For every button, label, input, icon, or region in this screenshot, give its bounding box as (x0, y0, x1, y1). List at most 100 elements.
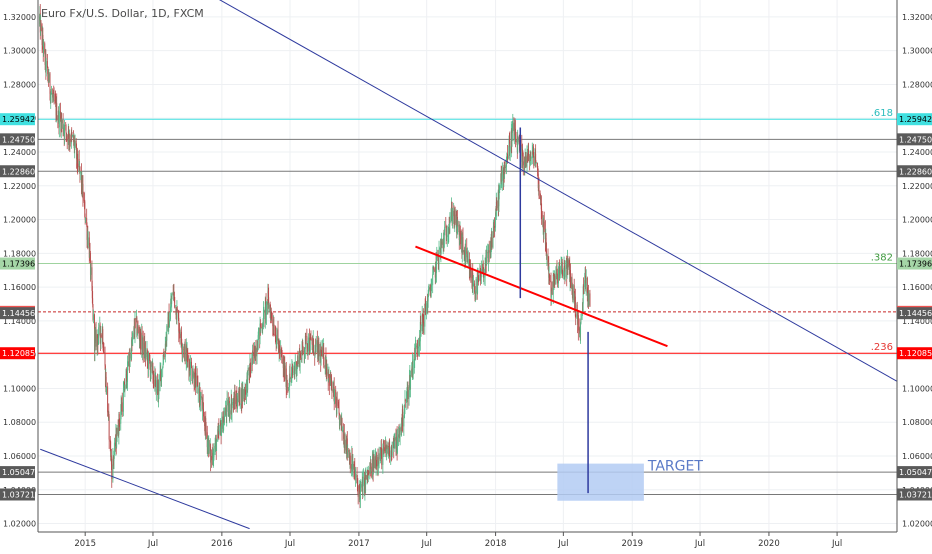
candle-body (458, 227, 460, 241)
candle-body (514, 128, 516, 142)
candle-body (139, 336, 140, 342)
candle-body (589, 293, 591, 307)
price-label: 1.03721 (0, 488, 35, 501)
price-axis[interactable]: 1.32000 1.32000 1.30000 1.30000 1.28000 1.280… (3, 13, 932, 529)
candle-body (309, 337, 310, 352)
candle-body (508, 155, 510, 159)
candle-body (376, 459, 377, 467)
candle-body (64, 125, 66, 137)
candle-body (161, 369, 163, 382)
candle-body (170, 306, 172, 320)
candle-body (286, 387, 288, 389)
candle-body (319, 350, 321, 357)
upper-trendline[interactable] (145, 0, 901, 384)
candle-body (588, 293, 590, 306)
price-label: 1.12085 (0, 347, 35, 360)
candle-body (92, 298, 94, 305)
candle-body (200, 397, 201, 402)
candle-body (302, 342, 304, 348)
candle-body (71, 134, 73, 137)
candle-body (137, 326, 139, 330)
candle-body (394, 437, 396, 441)
y-tick-label: 1.28000 (902, 80, 932, 89)
candle-body (582, 286, 584, 304)
candle-body (46, 61, 48, 67)
candle-body (52, 91, 54, 97)
y-tick-label: 1.18000 (902, 249, 932, 258)
candle-body (427, 292, 429, 302)
candle-body (399, 427, 401, 438)
grid (38, 0, 897, 532)
candle-body (546, 251, 547, 256)
candle-body (430, 287, 432, 297)
price-label-bg (0, 307, 35, 320)
x-tick-label: 2017 (348, 539, 370, 549)
candle-body (100, 334, 102, 338)
price-label: 1.24750 (0, 133, 35, 146)
candle-body (564, 267, 566, 278)
price-label-text: 1.03721 (899, 490, 932, 499)
candle-body (289, 373, 291, 379)
candle-body (176, 308, 178, 313)
candle-body (216, 441, 218, 451)
candle-body (170, 301, 172, 307)
candle-body (336, 398, 338, 406)
candle-body (438, 247, 440, 250)
red-support-line[interactable] (415, 245, 668, 348)
candle-body (215, 439, 216, 447)
candle-body (496, 205, 498, 209)
price-label-bg (0, 165, 35, 178)
candle-body (189, 361, 191, 376)
candle-body (92, 314, 94, 320)
candle-body (263, 309, 265, 312)
price-label-text: 1.25942 (899, 115, 932, 124)
y-tick-label: 1.14000 (902, 317, 932, 326)
candle-body (432, 266, 434, 274)
candle-body (69, 139, 71, 143)
candle-body (566, 261, 568, 278)
candles (39, 4, 591, 509)
candle-body (304, 352, 306, 355)
candle-body (231, 405, 233, 413)
candle-body (203, 408, 204, 417)
y-tick-label: 1.02000 (902, 520, 932, 529)
candle-body (102, 329, 104, 346)
candle-body (260, 326, 262, 328)
candle-body (239, 404, 241, 405)
candle-body (338, 406, 340, 414)
candle-body (86, 217, 88, 225)
candle-body (508, 139, 510, 156)
y-tick-label: 1.32000 (902, 13, 932, 22)
price-label-text: 1.14456 (899, 309, 932, 318)
candle-body (234, 393, 236, 400)
candle-body (368, 471, 370, 475)
candle-body (586, 277, 588, 293)
candle-body (268, 304, 270, 308)
candle-body (148, 354, 149, 369)
y-tick-label: 1.08000 (3, 418, 36, 427)
candle-body (494, 226, 495, 228)
candle-body (45, 61, 47, 72)
candle-body (221, 416, 223, 429)
price-label: 1.24750 (897, 133, 932, 146)
y-tick-label: 1.30000 (3, 47, 36, 56)
candle-body (201, 405, 203, 411)
horizontal-levels (38, 118, 897, 495)
time-axis[interactable]: 2015 Jul 2016 Jul 2017 Jul 2018 Jul 2019 Jul 2020 J… (74, 532, 842, 549)
candle-body (294, 361, 296, 371)
candle-body (132, 333, 134, 340)
candle-body (116, 427, 118, 442)
target-zone[interactable] (557, 463, 644, 501)
lower-trendline[interactable] (40, 448, 250, 530)
candle-body (478, 279, 480, 281)
candle-body (562, 271, 564, 277)
candle-body (129, 352, 131, 362)
candle-body (279, 345, 280, 354)
candle-body (53, 93, 55, 101)
candle-body (61, 119, 63, 124)
price-label: 1.17396 (0, 257, 35, 270)
candle-body (179, 333, 181, 339)
candle-body (173, 291, 175, 298)
